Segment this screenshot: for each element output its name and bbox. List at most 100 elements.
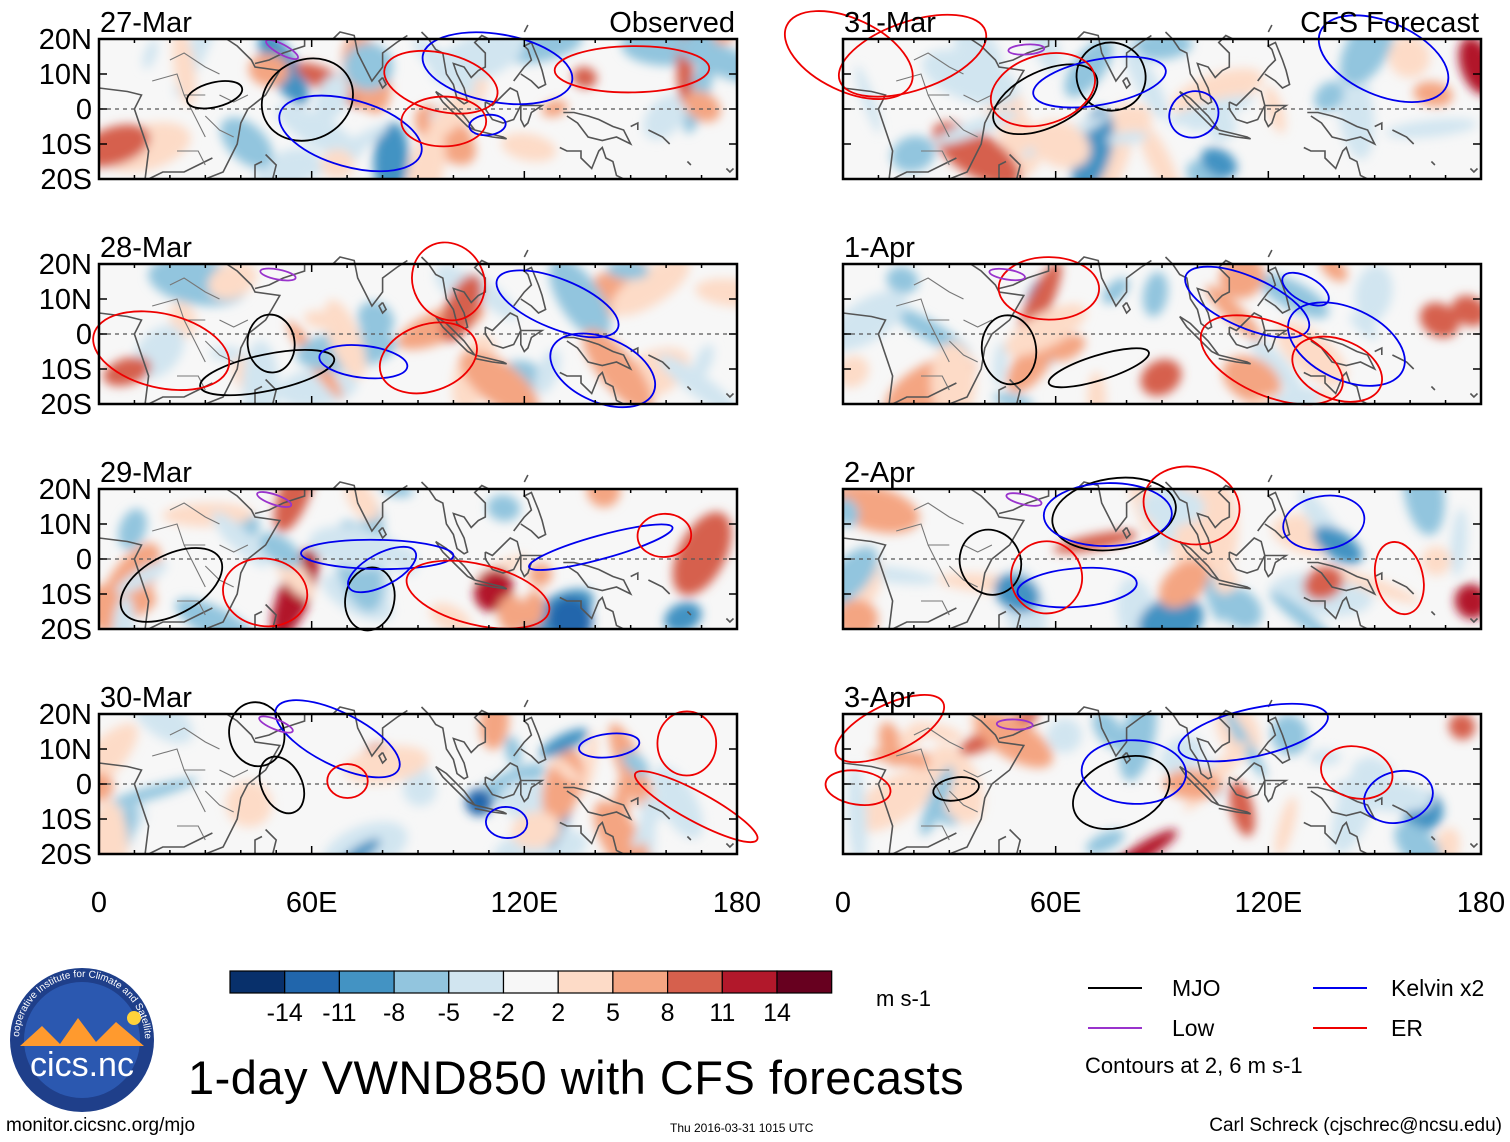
lon-label: 60E <box>286 887 338 919</box>
contour-line <box>997 256 1101 321</box>
logo-sun <box>127 1011 141 1025</box>
contour-line <box>783 10 914 100</box>
contour-line <box>1010 540 1084 615</box>
contour-line <box>528 523 674 571</box>
legend-line-er <box>1313 1027 1367 1029</box>
wind-shading <box>843 489 1481 629</box>
contour-line <box>400 95 488 148</box>
contour-line <box>119 547 224 623</box>
panel-fcst-0: 31-Mar CFS Forecast <box>783 7 1483 181</box>
panel-date-label: 27-Mar <box>100 7 192 39</box>
lat-label: 20N <box>39 24 92 56</box>
contour-line <box>932 776 980 802</box>
lat-label: 10S <box>40 354 92 386</box>
colorbar-tick-label: 5 <box>606 999 620 1027</box>
contour-line <box>992 63 1099 136</box>
contour-line <box>228 701 286 768</box>
panel-date-label: 29-Mar <box>100 457 192 489</box>
panel-date-label: 3-Apr <box>844 682 915 714</box>
colorbar-tick-label: -11 <box>322 999 356 1027</box>
contour-line <box>988 267 1026 282</box>
contour-line <box>1142 465 1241 546</box>
panel-date-label: 28-Mar <box>100 232 192 264</box>
contour-line <box>1282 494 1366 551</box>
colorbar-tick-label: 11 <box>709 999 735 1027</box>
colorbar-swatch <box>666 970 723 994</box>
colorbar-tick-label: 14 <box>763 999 791 1027</box>
colorbar-swatch <box>448 970 505 994</box>
contour-line <box>1168 90 1220 139</box>
site-url[interactable]: monitor.cicsnc.org/mjo <box>6 1115 196 1136</box>
contour-line <box>260 57 354 142</box>
contour-line <box>958 528 1023 596</box>
contour-line <box>383 49 499 115</box>
contour-line <box>980 314 1038 386</box>
contour-line <box>1177 702 1329 763</box>
contour-line <box>1317 14 1450 104</box>
wind-shading <box>843 264 1481 404</box>
panel-date-label: 31-Mar <box>844 7 936 39</box>
contour-line <box>468 113 507 137</box>
wind-shading <box>99 714 703 854</box>
contour-line <box>1373 541 1425 616</box>
colorbar-tick-label: -5 <box>438 999 460 1027</box>
panel-date-label: 30-Mar <box>100 682 192 714</box>
contour-line <box>300 538 455 570</box>
lon-label: 0 <box>91 887 107 919</box>
contour-line <box>265 38 299 61</box>
colorbar-swatch <box>557 970 614 994</box>
lat-label: 20S <box>40 164 92 196</box>
panel-fcst-2: 2-Apr <box>841 457 1483 631</box>
wind-shading <box>103 264 737 404</box>
contour-line <box>989 52 1096 128</box>
panel-fcst-1: 1-Apr <box>841 232 1483 406</box>
logo-mountains <box>20 1018 144 1046</box>
colorbar-tick-label: -2 <box>492 999 514 1027</box>
legend-label-kelvin: Kelvin x2 <box>1391 975 1485 1001</box>
panel-date-label: 2-Apr <box>844 457 915 489</box>
panel-date-label: 1-Apr <box>844 232 915 264</box>
contour-line <box>1007 43 1046 56</box>
colorbar-swatch <box>776 970 833 994</box>
legend-line-kelvin <box>1313 987 1367 989</box>
contour-line <box>199 348 336 397</box>
author-credit: Carl Schreck (cjschrec@ncsu.edu) <box>1209 1115 1502 1136</box>
contour-line <box>485 806 529 839</box>
contour-line <box>278 94 423 173</box>
contour-line <box>1047 347 1150 389</box>
contour-line <box>421 31 574 106</box>
lon-label: 180 <box>1457 887 1505 919</box>
run-timestamp: Thu 2016-03-31 1015 UTC <box>670 1121 814 1135</box>
contour-line <box>1281 271 1330 307</box>
lat-label: 10N <box>39 734 92 766</box>
contour-line <box>326 763 369 799</box>
colorbar-swatch <box>393 970 450 994</box>
contour-line <box>258 715 294 734</box>
contour-line <box>1016 566 1138 609</box>
colorbar-tick-label: 2 <box>551 999 565 1027</box>
lat-label: 20N <box>39 249 92 281</box>
colorbar-tick-label: -14 <box>267 999 303 1027</box>
lat-label: 0 <box>76 319 92 351</box>
lat-label: 20S <box>40 614 92 646</box>
lat-label: 20S <box>40 839 92 871</box>
lon-label: 0 <box>835 887 851 919</box>
contour-line <box>1184 265 1311 339</box>
lon-label: 120E <box>1234 887 1302 919</box>
colorbar-swatch <box>612 970 669 994</box>
contour-line <box>834 694 946 764</box>
colorbar-tick-label: -8 <box>383 999 405 1027</box>
contour-line <box>1005 492 1043 507</box>
lat-label: 20N <box>39 474 92 506</box>
contour-line <box>1291 335 1383 403</box>
lat-label: 10S <box>40 129 92 161</box>
contour-line <box>258 755 306 815</box>
contour-line <box>633 770 759 844</box>
colorbar-units: m s-1 <box>876 986 931 1011</box>
legend-label-low: Low <box>1172 1015 1215 1041</box>
contour-line <box>824 769 892 806</box>
lon-label: 120E <box>490 887 558 919</box>
